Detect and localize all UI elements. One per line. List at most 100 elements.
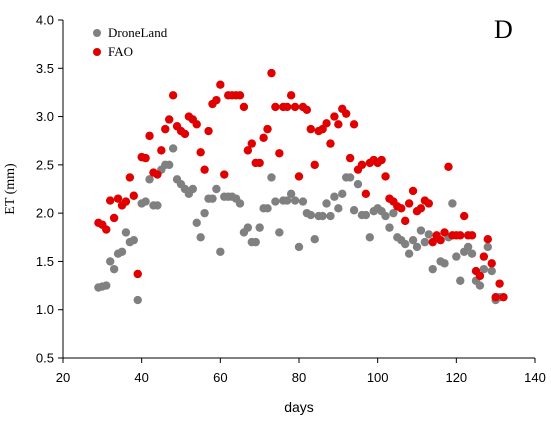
point-fao bbox=[113, 194, 123, 203]
y-tick-label: 1.5 bbox=[36, 254, 54, 269]
point-fao bbox=[310, 160, 319, 170]
point-droneland bbox=[416, 226, 426, 235]
point-fao bbox=[294, 172, 304, 181]
point-droneland bbox=[440, 259, 449, 268]
legend-marker-fao bbox=[93, 48, 101, 56]
point-fao bbox=[361, 189, 371, 199]
x-tick-label: 140 bbox=[524, 370, 546, 385]
point-droneland bbox=[349, 206, 359, 215]
axes bbox=[62, 20, 535, 359]
point-droneland bbox=[365, 233, 374, 242]
point-fao bbox=[180, 129, 190, 139]
point-droneland bbox=[267, 173, 276, 182]
point-fao bbox=[141, 153, 150, 163]
point-fao bbox=[109, 213, 119, 223]
legend: DroneLand FAO bbox=[93, 25, 168, 59]
point-droneland bbox=[129, 235, 138, 245]
point-fao bbox=[487, 259, 496, 268]
point-droneland bbox=[212, 184, 221, 194]
point-fao bbox=[326, 139, 335, 148]
point-droneland bbox=[401, 239, 410, 249]
point-fao bbox=[239, 102, 249, 112]
point-droneland bbox=[283, 196, 292, 205]
point-droneland bbox=[306, 210, 315, 220]
point-fao bbox=[220, 170, 229, 179]
data-points bbox=[94, 68, 508, 305]
point-fao bbox=[334, 120, 343, 129]
point-droneland bbox=[353, 179, 363, 189]
point-droneland bbox=[467, 249, 477, 258]
point-fao bbox=[263, 124, 272, 134]
point-fao bbox=[102, 225, 111, 234]
point-fao bbox=[168, 91, 178, 100]
point-droneland bbox=[192, 218, 201, 227]
point-fao bbox=[408, 186, 418, 196]
point-droneland bbox=[133, 295, 142, 305]
point-droneland bbox=[168, 144, 178, 153]
point-droneland bbox=[334, 204, 343, 213]
point-droneland bbox=[338, 189, 347, 199]
point-fao bbox=[212, 95, 221, 105]
point-fao bbox=[275, 149, 284, 158]
point-fao bbox=[475, 271, 485, 281]
point-fao bbox=[428, 237, 437, 247]
y-tick-label: 2.5 bbox=[36, 157, 54, 172]
point-droneland bbox=[381, 211, 390, 221]
point-droneland bbox=[385, 223, 394, 232]
point-droneland bbox=[208, 194, 217, 203]
point-fao bbox=[491, 292, 500, 302]
x-ticks: 20 40 60 80 100 120 140 bbox=[56, 358, 546, 385]
point-droneland bbox=[298, 197, 308, 206]
point-fao bbox=[401, 216, 410, 226]
point-droneland bbox=[255, 223, 264, 232]
x-tick-label: 60 bbox=[213, 370, 227, 385]
point-fao bbox=[157, 146, 166, 155]
point-droneland bbox=[456, 276, 465, 285]
y-ticks: 0.5 1.0 1.5 2.0 2.5 3.0 3.5 4.0 bbox=[36, 13, 63, 366]
point-fao bbox=[247, 139, 256, 148]
point-droneland bbox=[452, 252, 461, 261]
point-droneland bbox=[121, 228, 131, 237]
x-tick-label: 120 bbox=[445, 370, 467, 385]
point-fao bbox=[133, 269, 142, 279]
point-fao bbox=[306, 124, 315, 134]
x-tick-label: 20 bbox=[56, 370, 70, 385]
point-fao bbox=[499, 292, 508, 302]
x-axis-title: days bbox=[284, 399, 314, 415]
legend-label-droneland: DroneLand bbox=[108, 25, 168, 40]
point-droneland bbox=[196, 233, 205, 242]
point-fao bbox=[286, 91, 296, 100]
point-fao bbox=[483, 235, 492, 244]
point-fao bbox=[479, 252, 489, 261]
point-droneland bbox=[243, 223, 253, 232]
point-droneland bbox=[408, 235, 418, 245]
point-droneland bbox=[294, 242, 304, 252]
point-droneland bbox=[286, 189, 296, 199]
point-fao bbox=[121, 197, 131, 206]
point-fao bbox=[129, 191, 138, 200]
point-droneland bbox=[188, 184, 197, 194]
point-fao bbox=[322, 119, 331, 128]
point-droneland bbox=[487, 266, 496, 276]
y-tick-label: 3.0 bbox=[36, 109, 54, 124]
point-fao bbox=[267, 68, 276, 78]
point-droneland bbox=[145, 175, 154, 184]
point-droneland bbox=[263, 204, 272, 213]
point-droneland bbox=[109, 264, 119, 274]
point-fao bbox=[125, 173, 135, 182]
point-droneland bbox=[404, 249, 414, 258]
point-fao bbox=[460, 211, 469, 221]
point-fao bbox=[302, 105, 312, 115]
point-fao bbox=[153, 170, 162, 179]
point-fao bbox=[424, 199, 433, 208]
point-droneland bbox=[102, 281, 111, 290]
point-fao bbox=[145, 131, 154, 141]
point-fao bbox=[161, 124, 170, 134]
point-droneland bbox=[106, 257, 115, 266]
point-fao bbox=[255, 158, 264, 168]
point-droneland bbox=[326, 211, 335, 221]
legend-marker-droneland bbox=[93, 29, 101, 37]
y-axis-title: ET (mm) bbox=[3, 163, 18, 215]
panel-label: D bbox=[494, 15, 513, 44]
